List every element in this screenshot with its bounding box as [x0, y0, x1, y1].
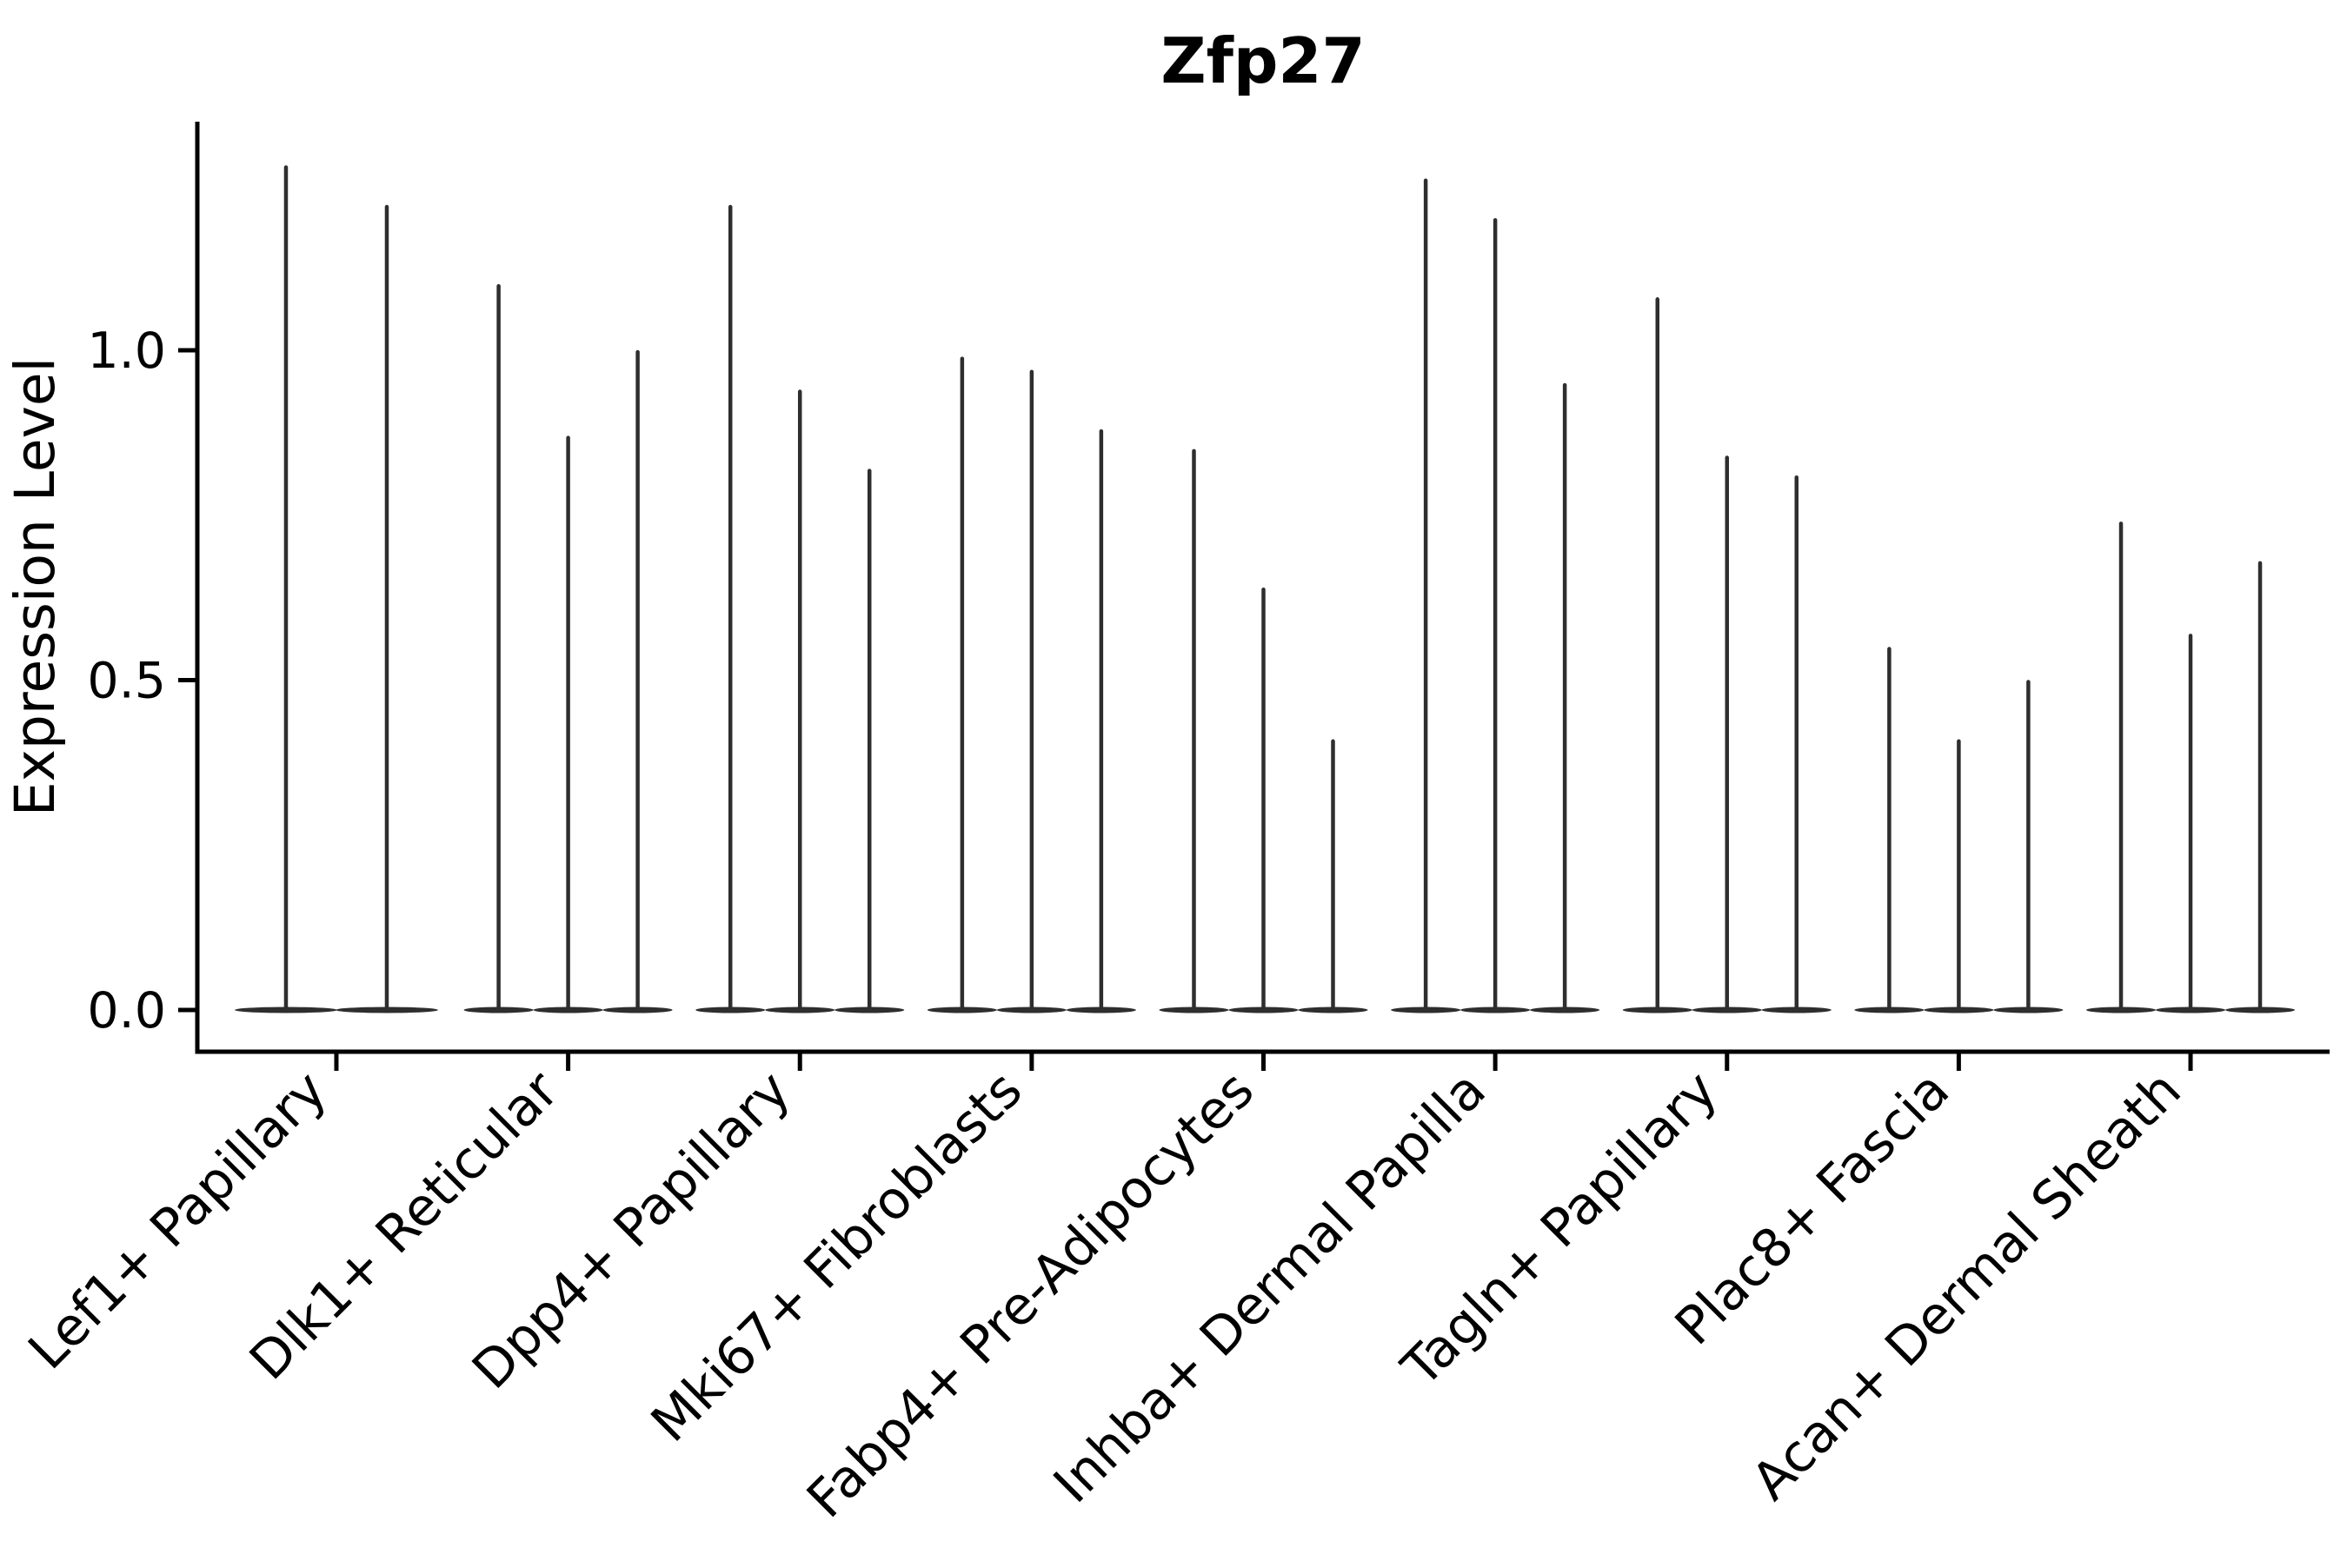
x-category-label: Fabp4+ Pre-Adipocytes	[795, 1060, 1266, 1530]
violin	[695, 204, 766, 1013]
violin	[2156, 634, 2226, 1013]
violin	[533, 435, 603, 1013]
violin-group	[463, 283, 673, 1013]
violin	[335, 204, 438, 1013]
violin-group	[234, 165, 438, 1013]
violin-group	[695, 204, 905, 1013]
violin-group	[927, 356, 1136, 1013]
violin	[765, 389, 835, 1013]
x-category-label: Inhba+ Dermal Papilla	[1042, 1060, 1498, 1515]
violin	[1228, 587, 1299, 1013]
y-tick-label: 0.0	[87, 982, 166, 1040]
violin-group	[1391, 178, 1600, 1013]
chart-title: Zfp27	[1160, 24, 1365, 97]
violin	[1530, 382, 1600, 1013]
violin	[1622, 297, 1692, 1013]
violin	[234, 165, 337, 1013]
violin	[1924, 739, 1994, 1013]
violin	[1460, 217, 1531, 1013]
violin	[996, 369, 1067, 1013]
y-axis-label: Expression Level	[3, 357, 67, 816]
violin	[927, 356, 997, 1013]
violin	[2086, 522, 2157, 1013]
violin-group	[1854, 647, 2064, 1013]
violin	[1854, 647, 1925, 1013]
violin	[2225, 561, 2296, 1013]
violin-group	[1159, 448, 1368, 1013]
violin	[1391, 178, 1461, 1013]
violin	[1761, 475, 1832, 1013]
violin-group	[2086, 522, 2296, 1013]
violin	[463, 283, 534, 1013]
y-tick-label: 0.5	[87, 652, 166, 709]
violin	[834, 468, 905, 1013]
violin	[1993, 680, 2064, 1013]
violin	[1298, 739, 1368, 1013]
violin	[602, 349, 673, 1013]
violin	[1066, 429, 1136, 1013]
violin-group	[1622, 297, 1832, 1013]
violin	[1159, 448, 1229, 1013]
x-category-label: Acan+ Dermal Sheath	[1740, 1060, 2193, 1512]
violin	[1692, 455, 1762, 1013]
y-tick-label: 1.0	[87, 322, 166, 380]
